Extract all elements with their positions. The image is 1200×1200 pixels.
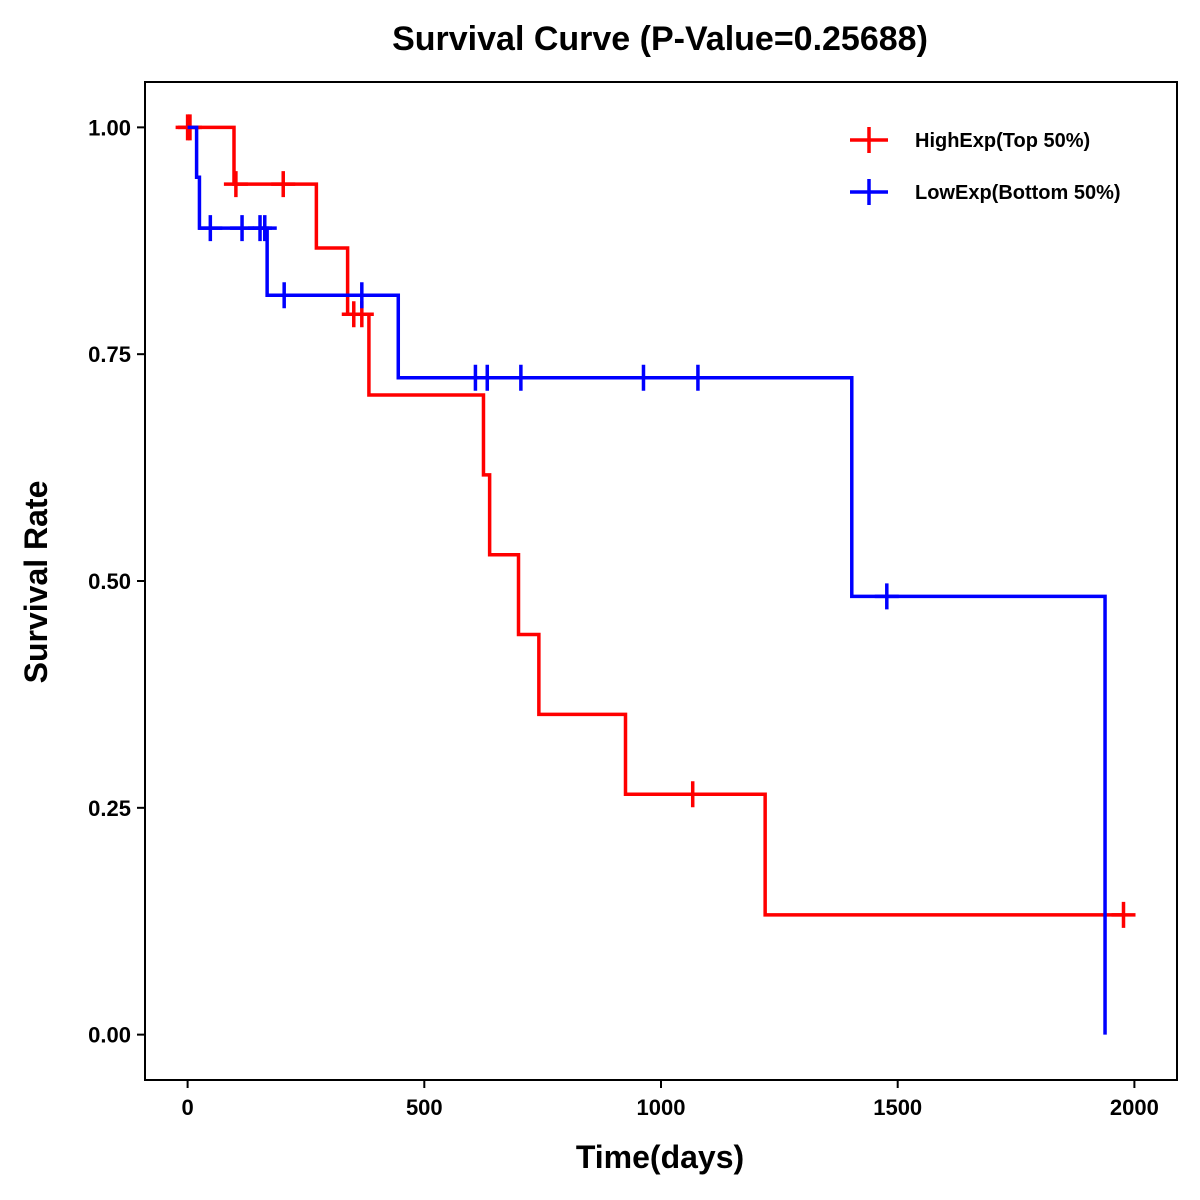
censor-mark: [475, 364, 500, 391]
series-group: [175, 114, 1136, 1035]
legend: HighExp(Top 50%) LowExp(Bottom 50%): [850, 127, 1121, 205]
legend-item: LowExp(Bottom 50%): [850, 179, 1121, 205]
x-tick-label: 1000: [637, 1095, 686, 1120]
survival-step-line: [187, 125, 1124, 917]
y-tick-label: 0.50: [88, 569, 131, 594]
legend-key-icon: [850, 127, 888, 153]
y-tick-label: 0.00: [88, 1023, 131, 1048]
censor-mark: [252, 215, 277, 242]
censor-mark: [685, 364, 710, 391]
censor-mark: [349, 282, 374, 309]
y-tick-label: 0.75: [88, 342, 131, 367]
series-high-exp: [175, 114, 1136, 928]
y-axis-label: Survival Rate: [18, 481, 54, 684]
legend-item: HighExp(Top 50%): [850, 127, 1090, 153]
censor-mark: [680, 781, 705, 808]
legend-label: HighExp(Top 50%): [915, 130, 1090, 152]
censor-mark: [631, 364, 656, 391]
x-axis: 0 500 1000 1500 2000: [181, 1080, 1159, 1120]
x-tick-label: 2000: [1110, 1095, 1159, 1120]
x-tick-label: 0: [181, 1095, 193, 1120]
survival-step-line: [187, 125, 1107, 1035]
censor-mark: [874, 583, 899, 610]
chart-title: Survival Curve (P-Value=0.25688): [392, 20, 928, 58]
censor-mark: [272, 282, 297, 309]
plot-area: [144, 81, 1178, 1081]
censor-mark: [508, 364, 533, 391]
x-axis-label: Time(days): [576, 1139, 744, 1175]
censor-mark: [1111, 901, 1136, 928]
x-tick-label: 1500: [873, 1095, 922, 1120]
x-tick-label: 500: [406, 1095, 443, 1120]
y-tick-label: 1.00: [88, 115, 131, 140]
series-low-exp: [187, 125, 1107, 1035]
legend-key-icon: [850, 179, 888, 205]
y-tick-label: 0.25: [88, 796, 131, 821]
censor-mark: [198, 215, 223, 242]
legend-label: LowExp(Bottom 50%): [915, 182, 1121, 204]
censor-mark: [271, 171, 296, 198]
censor-mark: [223, 171, 248, 198]
y-axis: 0.00 0.25 0.50 0.75 1.00: [88, 115, 145, 1048]
